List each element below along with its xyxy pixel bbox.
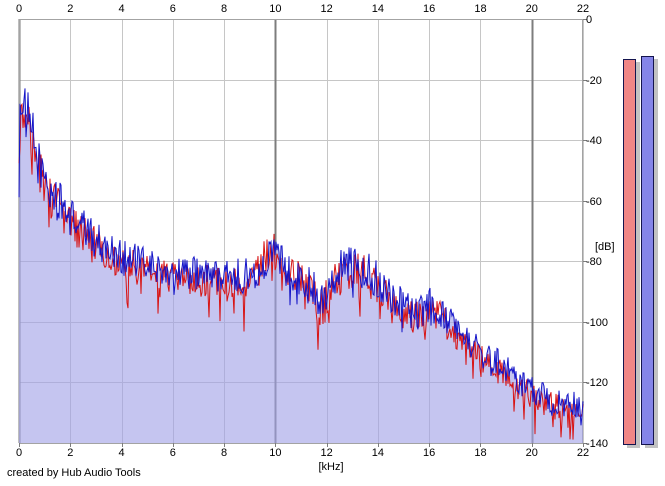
y-tick-label: -20	[586, 74, 602, 87]
db-unit-label: [dB]	[595, 241, 615, 253]
y-tick-label: -60	[586, 195, 602, 208]
y-tick-label: -80	[586, 256, 602, 269]
x-tick-label-bottom: 0	[15, 447, 23, 459]
x-tick-label-bottom: 12	[320, 447, 333, 459]
x-tick-label-top: 20	[525, 3, 538, 15]
peak-level-meter-blue	[641, 56, 654, 445]
spectrum-fill-area	[19, 88, 583, 444]
blue-trace	[18, 88, 584, 426]
axis-tick-marks	[19, 19, 587, 447]
x-tick-label-bottom: 14	[371, 447, 385, 459]
x-tick-label-top: 4	[118, 3, 125, 15]
x-tick-label-top: 8	[221, 3, 228, 15]
x-tick-label-top: 10	[269, 3, 282, 15]
y-tick-label: -40	[586, 135, 602, 148]
x-tick-label-bottom: 6	[169, 447, 176, 459]
x-tick-label-bottom: 8	[221, 447, 228, 459]
x-tick-label-top: 6	[169, 3, 176, 15]
x-tick-label-top: 16	[423, 3, 436, 15]
khz-unit-label: [kHz]	[318, 461, 344, 473]
x-tick-label-bottom: 2	[67, 447, 74, 459]
credit-text: created by Hub Audio Tools	[7, 467, 141, 479]
x-tick-label-top: 12	[320, 3, 333, 15]
y-tick-label: -100	[586, 316, 609, 329]
x-tick-label-bottom: 16	[423, 447, 436, 459]
peak-level-meter-red	[623, 59, 636, 445]
y-tick-label: -140	[586, 438, 609, 450]
x-tick-label-top: 18	[474, 3, 487, 15]
x-tick-label-top: 22	[576, 3, 590, 15]
x-tick-label-bottom: 4	[118, 447, 125, 459]
y-tick-label: -120	[586, 377, 609, 390]
x-tick-label-bottom: 22	[576, 447, 590, 459]
x-tick-label-bottom: 20	[525, 447, 538, 459]
x-tick-label-top: 2	[67, 3, 74, 15]
x-tick-label-top: 0	[15, 3, 23, 15]
x-tick-label-bottom: 10	[269, 447, 282, 459]
x-tick-label-top: 14	[371, 3, 385, 15]
x-tick-label-bottom: 18	[474, 447, 487, 459]
y-tick-label: 0	[586, 14, 593, 26]
